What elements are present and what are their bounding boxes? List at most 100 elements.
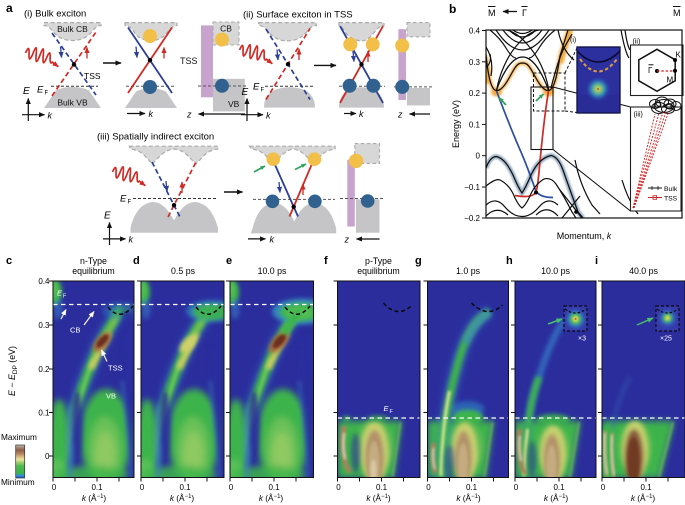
svg-text:0.1: 0.1 (179, 483, 191, 492)
svg-text:(ii) Surface exciton in TSS: (ii) Surface exciton in TSS (243, 10, 353, 21)
svg-text:0: 0 (52, 483, 57, 492)
svg-text:×25: ×25 (660, 336, 672, 343)
svg-text:0.1: 0.1 (91, 483, 103, 492)
svg-text:0.3: 0.3 (38, 321, 50, 330)
svg-text:E: E (37, 85, 44, 96)
svg-text:VB: VB (106, 392, 116, 401)
svg-text:Bulk CB: Bulk CB (57, 24, 88, 34)
svg-text:Momentum, k: Momentum, k (557, 231, 612, 241)
svg-text:M: M (488, 8, 496, 18)
svg-text:n-Type: n-Type (80, 256, 107, 266)
svg-text:E: E (120, 194, 127, 205)
svg-text:0: 0 (140, 483, 145, 492)
svg-text:k: k (270, 235, 275, 245)
svg-text:0: 0 (426, 483, 431, 492)
svg-text:a: a (6, 1, 13, 15)
svg-text:F: F (45, 91, 49, 97)
svg-text:VB: VB (228, 99, 240, 109)
svg-text:Γ: Γ (648, 66, 653, 75)
svg-text:F: F (390, 409, 394, 415)
svg-text:k: k (129, 235, 134, 245)
svg-text:(i) Bulk exciton: (i) Bulk exciton (24, 9, 86, 20)
svg-text:TSS: TSS (180, 56, 198, 66)
svg-text:k: k (359, 109, 364, 119)
svg-text:M: M (673, 8, 681, 18)
svg-text:10.0 ps: 10.0 ps (541, 266, 570, 276)
svg-text:0.1: 0.1 (553, 483, 565, 492)
svg-text:×3: ×3 (578, 336, 586, 343)
svg-text:0.1: 0.1 (466, 483, 478, 492)
svg-text:z: z (186, 110, 192, 120)
svg-text:(iii) Spatially indirect excit: (iii) Spatially indirect exciton (97, 132, 214, 143)
svg-text:CB: CB (70, 326, 80, 335)
svg-text:M: M (667, 76, 674, 85)
svg-text:E: E (384, 404, 390, 413)
svg-text:(iii): (iii) (634, 112, 643, 119)
svg-text:F: F (63, 294, 67, 300)
svg-text:g: g (415, 255, 422, 267)
svg-text:Bulk: Bulk (664, 186, 678, 193)
svg-text:Γ: Γ (522, 8, 527, 18)
svg-text:0.1: 0.1 (640, 483, 652, 492)
svg-text:−0.1: −0.1 (464, 183, 480, 192)
svg-text:k: k (149, 109, 154, 119)
svg-text:0.2: 0.2 (469, 89, 481, 98)
svg-text:h: h (506, 255, 513, 267)
svg-text:k (Å−1): k (Å−1) (631, 493, 656, 503)
svg-text:(ii): (ii) (633, 39, 641, 46)
svg-text:CB: CB (220, 24, 232, 34)
svg-text:0.4: 0.4 (38, 277, 50, 286)
svg-text:0.1: 0.1 (469, 120, 481, 129)
svg-text:F: F (128, 200, 132, 206)
svg-text:k (Å−1): k (Å−1) (82, 493, 107, 503)
svg-text:0.5 ps: 0.5 ps (171, 266, 196, 276)
svg-text:0: 0 (601, 483, 606, 492)
svg-text:E: E (242, 87, 249, 98)
svg-text:0: 0 (336, 483, 341, 492)
svg-text:E: E (253, 82, 260, 93)
svg-text:Energy (eV): Energy (eV) (451, 100, 461, 148)
svg-text:K: K (676, 51, 682, 60)
svg-text:Maximum: Maximum (1, 432, 37, 442)
svg-text:0.4: 0.4 (469, 27, 481, 36)
svg-text:equilibrium: equilibrium (357, 266, 400, 276)
svg-text:40.0 ps: 40.0 ps (629, 266, 658, 276)
svg-text:(i): (i) (570, 37, 576, 44)
svg-text:e: e (226, 255, 232, 267)
svg-text:p-Type: p-Type (365, 256, 392, 266)
svg-text:b: b (449, 2, 456, 16)
svg-text:z: z (397, 110, 403, 120)
svg-text:k: k (48, 111, 53, 121)
svg-text:k (Å−1): k (Å−1) (170, 493, 195, 503)
svg-text:d: d (133, 255, 140, 267)
svg-text:k (Å−1): k (Å−1) (544, 493, 569, 503)
svg-text:E: E (23, 86, 30, 97)
svg-text:Bulk VB: Bulk VB (57, 98, 88, 108)
svg-text:E: E (104, 211, 111, 222)
svg-text:0: 0 (229, 483, 234, 492)
svg-text:Minimum: Minimum (1, 477, 35, 487)
svg-text:equilibrium: equilibrium (72, 266, 115, 276)
svg-text:f: f (324, 255, 328, 267)
svg-text:c: c (6, 255, 12, 267)
svg-text:TSS: TSS (664, 196, 678, 203)
svg-text:−0.2: −0.2 (464, 214, 480, 223)
svg-text:0.2: 0.2 (38, 365, 50, 374)
svg-text:k (Å−1): k (Å−1) (456, 493, 481, 503)
svg-text:E: E (57, 289, 63, 298)
svg-text:0: 0 (514, 483, 519, 492)
svg-text:z: z (344, 235, 350, 245)
svg-text:0.1: 0.1 (376, 483, 388, 492)
svg-text:i: i (595, 255, 598, 267)
svg-text:k (Å−1): k (Å−1) (259, 493, 284, 503)
svg-text:TSS: TSS (108, 364, 123, 373)
svg-text:F: F (261, 88, 265, 94)
svg-text:k: k (266, 111, 271, 121)
svg-text:E − EDP (eV): E − EDP (eV) (7, 346, 19, 396)
svg-text:10.0 ps: 10.0 ps (258, 266, 287, 276)
svg-text:0.3: 0.3 (469, 58, 481, 67)
svg-text:k (Å−1): k (Å−1) (366, 493, 391, 503)
svg-text:TSS: TSS (84, 71, 101, 81)
svg-text:0: 0 (45, 452, 50, 461)
svg-text:0.1: 0.1 (268, 483, 280, 492)
